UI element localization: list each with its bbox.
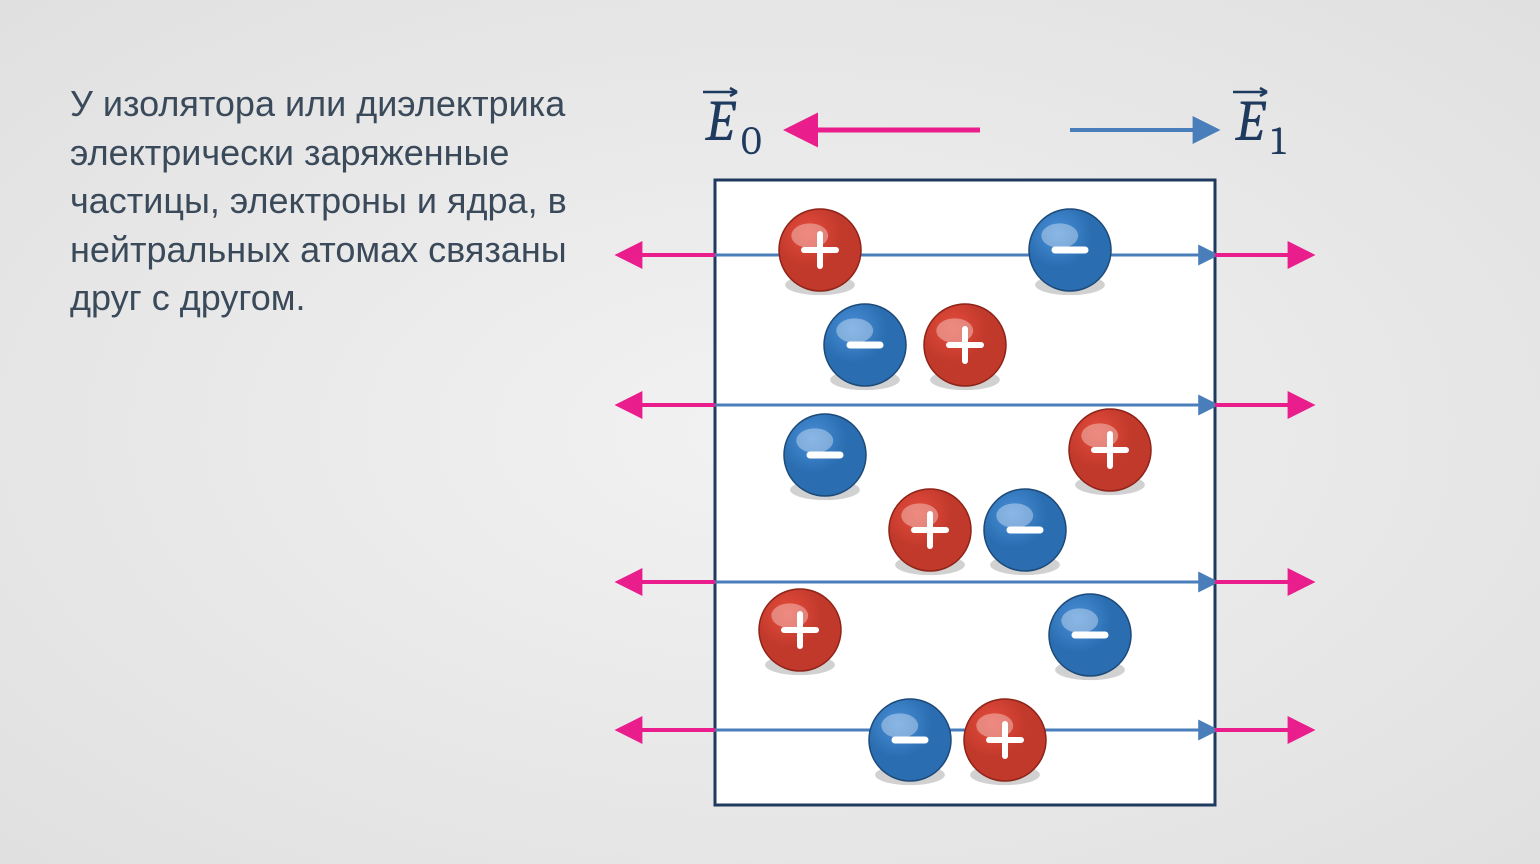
positive-particle [779,209,861,295]
positive-particle [759,589,841,675]
svg-text:1: 1 [1271,118,1286,164]
positive-particle [924,304,1006,390]
positive-particle [889,489,971,575]
dielectric-diagram: E0E1 [610,80,1470,820]
svg-text:E: E [1234,88,1267,155]
negative-particle [984,489,1066,575]
negative-particle [784,414,866,500]
description-text: У изолятора или диэлектрика электрически… [70,80,630,323]
negative-particle [869,699,951,785]
positive-particle [964,699,1046,785]
negative-particle [824,304,906,390]
positive-particle [1069,409,1151,495]
negative-particle [1029,209,1111,295]
diagram-svg: E0E1 [610,80,1470,820]
svg-text:0: 0 [741,118,762,164]
e0-label: E0 [703,88,762,164]
negative-particle [1049,594,1131,680]
svg-text:E: E [704,88,737,155]
e1-label: E1 [1233,88,1286,164]
